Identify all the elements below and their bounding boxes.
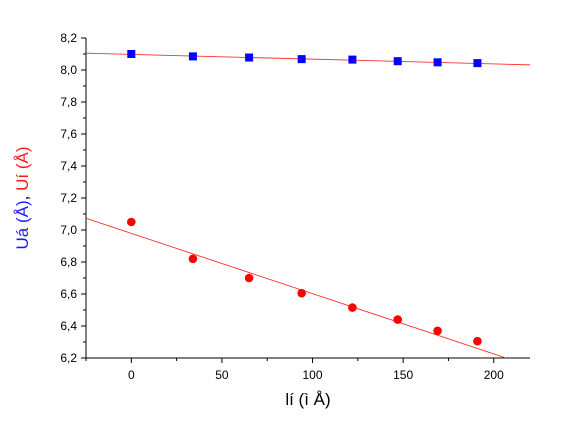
fit-line [86,52,530,66]
x-tick-label: 200 [484,368,504,382]
y-axis-title-part: Uá (Å) [13,200,32,249]
y-tick-label: 7,6 [60,127,77,141]
data-point-circle [297,288,306,298]
data-point-circle [473,336,482,346]
fit-lines [86,52,530,358]
y-axis-title-part: Uí (Å) [13,147,32,191]
data-point-circle [393,315,403,324]
data-point-circle [433,326,442,336]
data-point-square [127,50,136,58]
data-point-square [433,58,442,67]
y-tick-label: 7,2 [60,191,77,205]
data-point-square [348,55,357,64]
y-tick-label: 6,2 [60,351,77,365]
data-point-circle [348,303,357,312]
x-tick-label: 100 [303,368,323,382]
data-points [127,50,482,346]
data-point-circle [127,217,136,227]
axes: 6,2 6,4 6,6 6,8 7,0 7,2 7,4 7,6 7,8 8,0 8,2 0 50 100 1… [60,31,530,382]
y-tick-label: 6,4 [60,319,77,333]
x-tick-label: 0 [128,368,135,382]
y-tick-label: 6,6 [60,287,77,301]
x-axis-title: lí (ì Å) [285,390,330,409]
y-tick-label: 7,8 [60,95,77,109]
y-axis-title: Uá (Å), Uí (Å) [13,147,32,250]
y-tick-label: 7,4 [60,159,77,173]
y-tick-label: 6,8 [60,255,77,269]
data-point-circle [244,273,254,283]
y-tick-label: 8,2 [60,31,77,45]
x-tick-label: 150 [393,368,413,382]
data-point-square [393,57,402,66]
fit-line [86,217,508,358]
x-tick-label: 50 [215,368,229,382]
data-point-square [297,55,306,64]
data-point-circle [188,254,198,264]
y-axis-title-part: , [13,191,32,200]
data-point-square [188,52,197,61]
y-tick-label: 7,0 [60,223,77,237]
data-point-square [473,59,482,68]
data-point-square [245,53,254,62]
y-tick-label: 8,0 [60,63,77,77]
